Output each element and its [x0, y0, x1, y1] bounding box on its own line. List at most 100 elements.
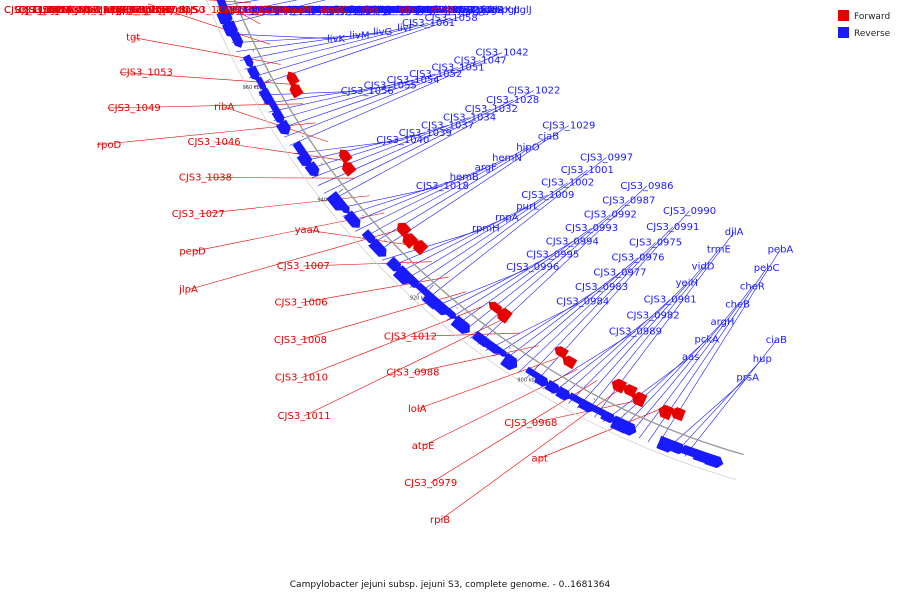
reverse-gene-label[interactable]: CJS3_1101	[270, 5, 323, 16]
reverse-gene-label[interactable]: thiD	[375, 5, 396, 16]
reverse-gene-label[interactable]: CJS3_1220	[402, 5, 455, 16]
reverse-gene-label[interactable]: CJS3_1069	[353, 5, 406, 16]
reverse-gene-label[interactable]: ccoS	[323, 5, 346, 16]
reverse-gene-label[interactable]: CJS3_1090	[255, 5, 308, 16]
reverse-gene-label[interactable]: livM	[349, 31, 369, 42]
forward-gene-label[interactable]: CJS3_1027	[172, 209, 225, 220]
reverse-gene-label[interactable]: hemD	[260, 5, 290, 16]
reverse-gene-label[interactable]: purL	[516, 201, 539, 212]
reverse-gene-label[interactable]: CJS3_1201	[414, 5, 467, 16]
reverse-gene-label[interactable]: CJS3_0992	[584, 209, 637, 220]
reverse-gene-label[interactable]: pckA	[694, 335, 719, 346]
reverse-gene-label[interactable]: CJS3_1171	[342, 5, 395, 16]
forward-gene-label[interactable]: clpA	[79, 5, 101, 16]
reverse-gene-label[interactable]: CJS3_0996	[506, 262, 559, 273]
forward-gene-label[interactable]: CJS3_1010	[275, 373, 328, 384]
reverse-gene-label[interactable]: msrB	[321, 5, 347, 16]
reverse-gene-label[interactable]: CJS3_1190	[377, 5, 430, 16]
reverse-gene-label[interactable]: guaB	[325, 5, 351, 16]
reverse-gene-label[interactable]: CJS3_1068	[376, 5, 429, 16]
forward-gene-label[interactable]: pepD	[179, 246, 206, 257]
forward-gene-label[interactable]: rho	[362, 5, 378, 16]
reverse-gene-label[interactable]: pglB	[406, 5, 428, 16]
reverse-gene-label[interactable]: CJS3_1075	[401, 5, 454, 16]
reverse-gene-label[interactable]: CJS3_1222	[426, 5, 479, 16]
reverse-gene-label[interactable]: CJS3_0997	[580, 152, 633, 163]
reverse-gene-label[interactable]: argF	[475, 163, 497, 174]
reverse-gene-label[interactable]: pglI	[501, 5, 519, 16]
reverse-gene-label[interactable]: CJS3_1034	[443, 112, 496, 123]
reverse-gene-label[interactable]: CJS3_1131	[245, 5, 298, 16]
reverse-gene-label[interactable]: CJS3_1182	[441, 5, 494, 16]
reverse-gene-label[interactable]: gmhA-1	[357, 5, 396, 16]
forward-gene-label[interactable]: CJS3_1049	[108, 103, 161, 114]
reverse-gene-label[interactable]: dapE	[375, 5, 400, 16]
reverse-gene-label[interactable]: CJS3_1186	[325, 5, 378, 16]
forward-gene-label[interactable]: CJS3_0988	[386, 368, 439, 379]
forward-gene-label[interactable]: pgsA	[43, 5, 68, 16]
reverse-gene-label[interactable]: gatA	[305, 5, 328, 16]
reverse-gene-label[interactable]: thiG	[330, 5, 351, 16]
reverse-gene-label[interactable]: cheB	[725, 299, 750, 310]
reverse-gene-label[interactable]: CJS3_1102	[248, 5, 301, 16]
reverse-gene-label[interactable]: CJS3_1052	[409, 69, 462, 80]
forward-gene-label[interactable]: CJS3_1160	[235, 5, 288, 16]
forward-gene-label[interactable]: proC	[68, 5, 91, 16]
reverse-gene-label[interactable]: CJS3_1133	[224, 5, 277, 16]
reverse-gene-label[interactable]: livH	[416, 5, 435, 16]
reverse-gene-label[interactable]: CJS3_1062	[422, 5, 475, 16]
reverse-gene-label[interactable]: rpsB	[454, 5, 477, 16]
reverse-gene-label[interactable]: CJS3_0977	[593, 268, 646, 279]
reverse-gene-label[interactable]: CJS3_1040	[376, 135, 429, 146]
reverse-gene-label[interactable]: CJS3_0984	[556, 296, 609, 307]
reverse-gene-label[interactable]: CJS3_1092	[232, 5, 285, 16]
reverse-gene-label[interactable]: CJS3_1121	[269, 5, 322, 16]
reverse-gene-label[interactable]: CJS3_1137	[312, 5, 365, 16]
forward-gene-label[interactable]: CJS3_1111	[18, 5, 71, 16]
forward-gene-label[interactable]: ldh	[399, 5, 414, 16]
reverse-gene-label[interactable]: murC	[347, 5, 374, 16]
forward-gene-label[interactable]: lolA	[408, 404, 427, 415]
forward-gene-label[interactable]: mdtI	[431, 5, 454, 16]
forward-gene-label[interactable]: CJS3_1115	[19, 5, 72, 16]
reverse-gene-label[interactable]: CJS3_1176	[286, 5, 339, 16]
forward-gene-label[interactable]: CJS3_1181	[230, 5, 283, 16]
forward-gene-label[interactable]: rpsF	[118, 5, 140, 16]
reverse-gene-label[interactable]: CJS3_1105	[225, 5, 278, 16]
forward-gene-label[interactable]: clpS	[177, 5, 198, 16]
reverse-gene-label[interactable]: CJS3_1099	[316, 5, 369, 16]
reverse-gene-label[interactable]: CJS3_0987	[602, 195, 655, 206]
reverse-gene-label[interactable]: argH	[710, 317, 734, 328]
reverse-gene-label[interactable]: galE	[414, 5, 436, 16]
reverse-gene-label[interactable]: CJS3_1169	[395, 5, 448, 16]
reverse-gene-label[interactable]: CJS3_1091	[361, 5, 414, 16]
reverse-gene-label[interactable]: CJS3_0976	[611, 253, 664, 264]
reverse-gene-label[interactable]: livK	[327, 34, 345, 45]
forward-gene-label[interactable]: pyrB	[163, 5, 186, 16]
forward-gene-label[interactable]: CJS3_1046	[188, 137, 241, 148]
forward-gene-label[interactable]: murG	[87, 5, 115, 16]
forward-gene-label[interactable]: CJS3_1122	[76, 5, 129, 16]
reverse-gene-label[interactable]: lepA	[276, 5, 298, 16]
forward-gene-label[interactable]: CJS3_1006	[275, 298, 328, 309]
reverse-gene-label[interactable]: prsA	[736, 373, 759, 384]
forward-gene-label[interactable]: CJS3_1053	[120, 67, 173, 78]
reverse-gene-label[interactable]: CJS3_1077	[378, 5, 431, 16]
forward-gene-label[interactable]: CJS3_1125	[109, 5, 162, 16]
reverse-gene-label[interactable]: CJS3_1130	[267, 5, 320, 16]
forward-gene-label[interactable]: jlpA	[178, 285, 198, 296]
reverse-gene-label[interactable]: CJS3_1051	[432, 62, 485, 73]
forward-gene-label[interactable]: rpiB	[430, 515, 450, 526]
reverse-gene-label[interactable]: CJS3_1085	[301, 5, 354, 16]
reverse-gene-label[interactable]: secF	[312, 5, 335, 16]
forward-gene-label[interactable]: CJS3_1038	[179, 173, 232, 184]
reverse-gene-label[interactable]: thiS	[284, 5, 303, 16]
reverse-gene-label[interactable]: CJS3_0975	[629, 237, 682, 248]
reverse-gene-label[interactable]: CJS3_1029	[542, 120, 595, 131]
reverse-gene-label[interactable]: gyrA	[323, 5, 346, 16]
reverse-gene-label[interactable]: CJS3_1168	[322, 5, 375, 16]
reverse-gene-label[interactable]: waaD	[378, 5, 406, 16]
reverse-gene-label[interactable]: thiH	[354, 5, 375, 16]
reverse-gene-label[interactable]: mapA	[297, 5, 326, 16]
reverse-gene-label[interactable]: CJS3_1188	[359, 5, 412, 16]
